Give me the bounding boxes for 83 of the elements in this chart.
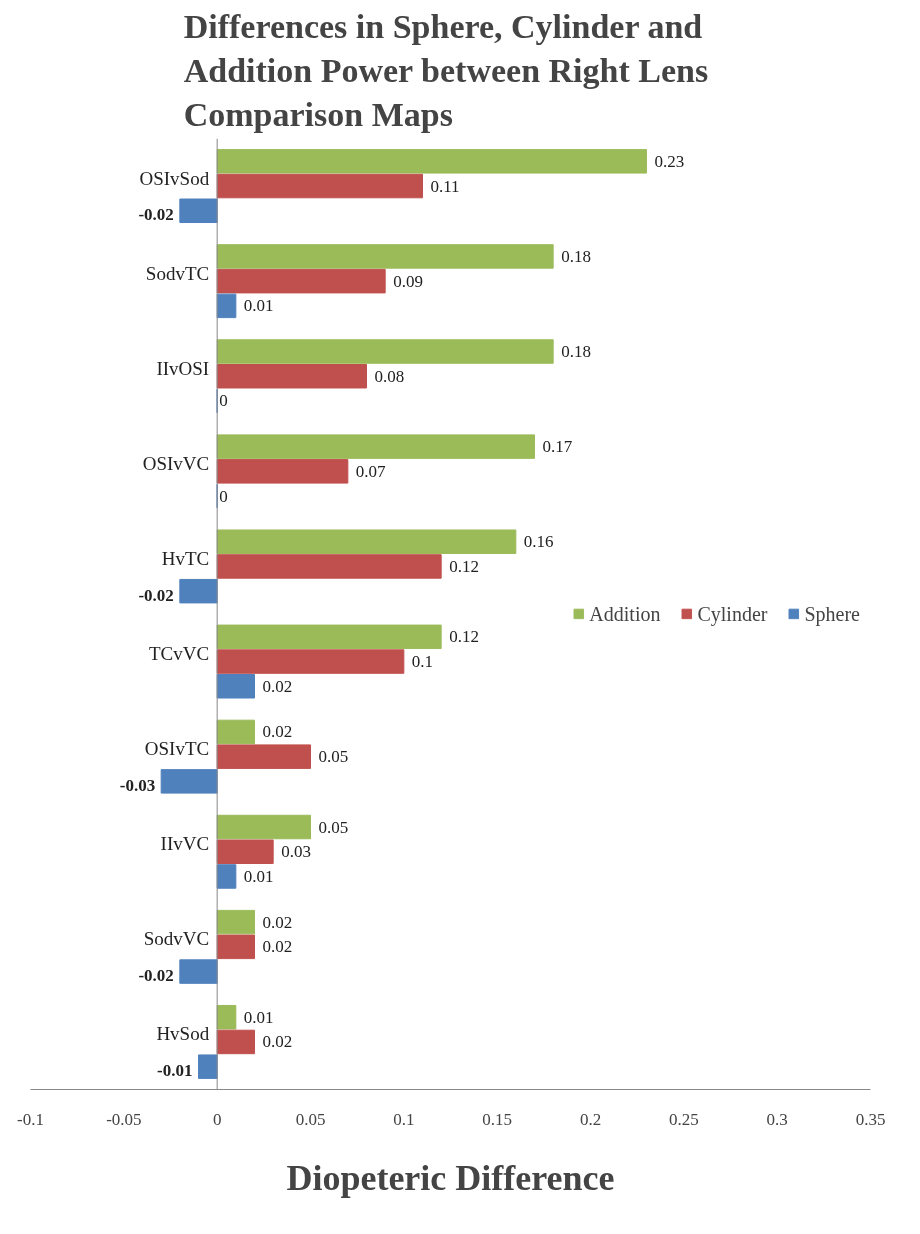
chart-title: Differences in Sphere, Cylinder and Addition Power between Right Lens Comparison Maps <box>183 7 709 134</box>
data-label: 0 <box>219 391 228 411</box>
data-label: 0.16 <box>523 532 554 552</box>
x-axis-title: Diopeteric Difference <box>286 1157 615 1198</box>
data-label: -0.02 <box>138 205 174 225</box>
data-label: 0.08 <box>374 366 405 386</box>
bar <box>216 293 237 319</box>
y-tick-label: OSIvSod <box>139 167 210 189</box>
bar <box>216 649 405 674</box>
data-label: 0.02 <box>262 722 293 742</box>
bar <box>216 719 255 745</box>
x-tick-label: 0.05 <box>295 1109 326 1129</box>
data-label: 0.02 <box>262 912 293 932</box>
bar <box>216 839 274 864</box>
data-label: 0.01 <box>243 866 274 886</box>
data-label: -0.01 <box>157 1061 193 1081</box>
legend-label: Sphere <box>804 602 860 625</box>
bar <box>216 173 423 199</box>
y-tick-label: SodvTC <box>145 262 210 284</box>
y-tick-label: IIvOSI <box>156 357 210 379</box>
bar <box>216 244 554 269</box>
bar <box>216 814 311 840</box>
bar <box>216 909 255 935</box>
x-tick-label: 0 <box>212 1109 222 1129</box>
x-tick-label: 0.25 <box>668 1109 699 1129</box>
data-label: 0.02 <box>262 676 293 696</box>
bar <box>216 268 386 294</box>
bar <box>216 1004 237 1030</box>
data-label: 0.09 <box>393 271 423 291</box>
data-label: -0.02 <box>138 966 174 986</box>
data-label: 0.03 <box>281 842 311 862</box>
data-label: 0.11 <box>430 176 460 196</box>
data-label: 0.1 <box>411 652 434 672</box>
data-label: 0.02 <box>262 937 293 957</box>
bar <box>179 578 218 604</box>
y-tick-label: HvSod <box>156 1023 210 1045</box>
bar <box>216 459 349 484</box>
bar <box>216 364 367 389</box>
bar <box>216 624 442 650</box>
y-tick-label: OSIvVC <box>142 452 210 474</box>
data-label: 0.07 <box>355 461 387 481</box>
x-tick-label: -0.05 <box>106 1109 142 1129</box>
legend-label: Addition <box>589 602 661 625</box>
bar <box>179 198 218 224</box>
y-tick-label: HvTC <box>161 547 210 569</box>
data-label: 0.18 <box>561 246 591 266</box>
data-label: 0.12 <box>449 627 479 647</box>
y-tick-label: IIvVC <box>160 833 210 855</box>
x-tick-label: 0.2 <box>579 1109 602 1129</box>
y-tick-label: TCvVC <box>148 643 210 665</box>
bar <box>216 529 517 554</box>
bar <box>216 339 554 364</box>
x-tick-label: 0.3 <box>766 1109 788 1129</box>
legend-label: Cylinder <box>697 602 768 625</box>
data-label: 0 <box>219 486 228 506</box>
bar <box>160 769 218 794</box>
bar <box>216 934 255 960</box>
data-label: 0.02 <box>262 1032 293 1052</box>
bar <box>216 149 647 174</box>
x-tick-label: 0.1 <box>393 1109 415 1129</box>
bar <box>216 674 255 699</box>
data-label: -0.03 <box>119 775 156 795</box>
bar <box>216 1029 255 1055</box>
data-label: 0.12 <box>449 556 479 576</box>
data-label: 0.23 <box>654 151 685 171</box>
bar <box>216 554 442 579</box>
data-label: 0.01 <box>243 1007 274 1027</box>
data-label: 0.18 <box>561 342 591 362</box>
bar <box>198 1054 218 1079</box>
y-tick-label: OSIvTC <box>144 738 210 760</box>
bar <box>216 434 535 459</box>
bar <box>179 959 218 984</box>
data-label: 0.05 <box>318 817 349 837</box>
bar <box>216 864 237 889</box>
data-label: 0.05 <box>318 747 349 767</box>
y-tick-label: SodvVC <box>143 928 210 950</box>
data-label: 0.17 <box>542 437 573 457</box>
data-label: 0.01 <box>243 296 274 316</box>
x-tick-label: -0.1 <box>17 1109 44 1129</box>
bar <box>216 744 311 769</box>
x-tick-label: 0.35 <box>855 1109 886 1129</box>
data-label: -0.02 <box>138 585 174 605</box>
x-tick-label: 0.15 <box>482 1109 513 1129</box>
